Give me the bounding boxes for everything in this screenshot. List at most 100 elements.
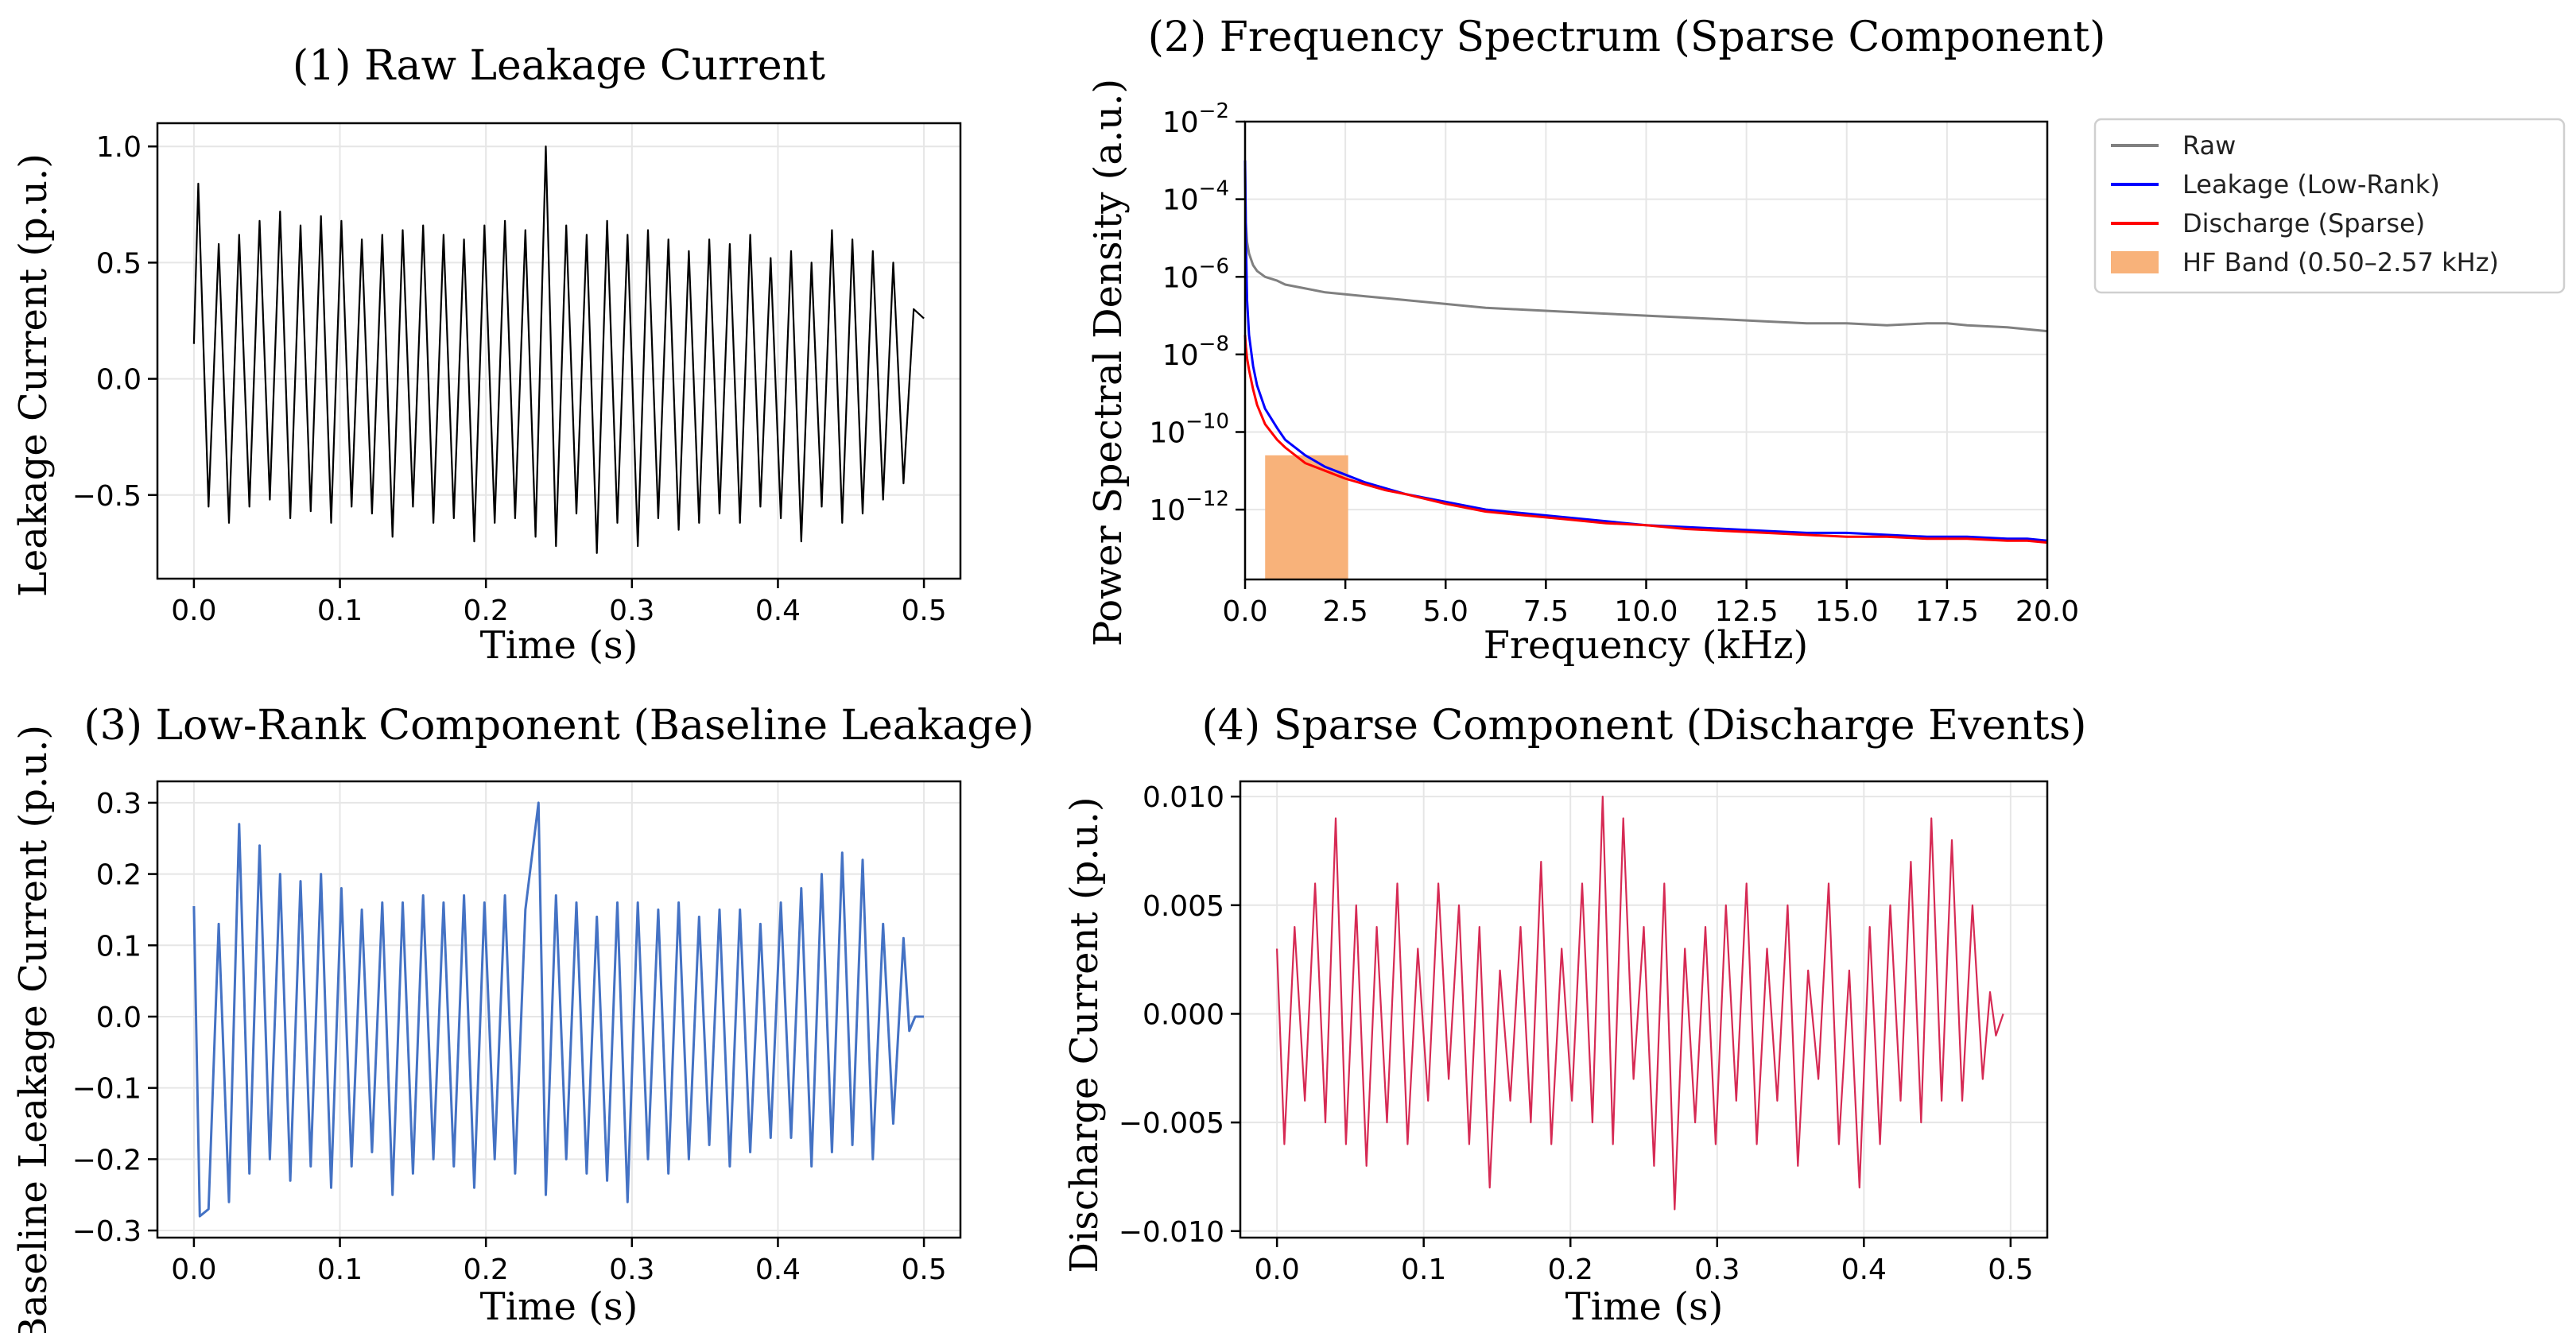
y-tick-label: 0.0 [96,364,142,397]
plot-frame [156,122,962,580]
x-tick-label: 0.0 [171,1254,216,1286]
y-axis-label: Baseline Leakage Current (p.u.) [11,725,56,1333]
y-tick-label: −0.005 [1119,1107,1224,1140]
band-layer [1265,455,1348,579]
legend-label-hf-band: HF Band (0.50–2.57 kHz) [2182,247,2499,277]
chart-title: (1) Raw Leakage Current [293,42,825,90]
x-tick-label: 0.1 [317,595,363,627]
x-tick-label: 20.0 [2015,595,2079,628]
y-tick-exponent: −2 [1199,99,1229,123]
panel-frequency-spectrum: (2) Frequency Spectrum (Sparse Component… [1086,14,2566,668]
legend-swatch-hf-band [2111,251,2159,273]
x-tick-label: 0.4 [1841,1254,1887,1286]
y-tick-label: 0.0 [96,1002,142,1034]
x-tick-label: 12.5 [1715,595,1779,628]
x-tick-label: 5.0 [1423,595,1468,628]
chart-title: (4) Sparse Component (Discharge Events) [1202,702,2087,750]
y-tick-label: 0.3 [96,788,142,820]
x-tick-label: 0.5 [901,1254,946,1286]
x-tick-label: 0.2 [464,595,509,627]
y-tick-label: 10−10 [1149,410,1229,450]
x-tick-label: 17.5 [1915,595,1979,628]
y-axis-label: Power Spectral Density (a.u.) [1086,79,1131,646]
chart-title: (2) Frequency Spectrum (Sparse Component… [1148,14,2106,61]
y-tick-label: 0.010 [1143,781,1224,814]
x-axis-label: Time (s) [1565,1285,1724,1329]
plot-frame [1239,780,2049,1239]
legend: Raw Leakage (Low-Rank) Discharge (Sparse… [2093,118,2566,294]
x-tick-label: 0.2 [1548,1254,1593,1286]
legend-label-raw: Raw [2182,130,2236,161]
y-tick-exponent: −12 [1185,487,1229,511]
x-tick-label: 0.1 [317,1254,363,1286]
legend-box [2093,118,2566,294]
series-line-2 [1243,335,2048,544]
grid [157,781,960,1238]
x-tick-label: 7.5 [1523,595,1569,628]
x-axis-label: Time (s) [480,623,638,668]
x-axis-label: Time (s) [480,1285,638,1329]
y-tick-label: 10−8 [1162,332,1229,372]
plot-frame [156,780,962,1239]
y-tick-exponent: −8 [1199,332,1229,356]
y-axis-label: Discharge Current (p.u.) [1062,796,1107,1273]
y-tick-label: 10−12 [1149,487,1229,527]
series-line-1 [1243,160,2048,542]
x-tick-label: 0.4 [755,595,801,627]
grid [1244,121,2048,579]
ticks: 0.0 0.1 0.2 0.3 0.4 0.5 −0.010 −0.005 0.000 0.005… [1119,781,2034,1286]
chart-title: (3) Low-Rank Component (Baseline Leakage… [83,702,1034,750]
y-tick-label: 10−4 [1162,177,1229,217]
y-tick-label: 0.1 [96,930,142,963]
y-tick-label: 1.0 [96,131,142,164]
x-axis-label: Frequency (kHz) [1484,623,1809,668]
y-axis-label: Leakage Current (p.u.) [11,153,56,597]
x-tick-label: 0.2 [464,1254,509,1286]
x-tick-label: 0.0 [1222,595,1267,628]
y-tick-label: −0.010 [1119,1216,1224,1249]
y-tick-label: 0.2 [96,859,142,892]
x-tick-label: 0.3 [609,595,654,627]
legend-label-discharge: Discharge (Sparse) [2182,208,2425,238]
series-layer [1243,160,2048,544]
x-tick-label: 15.0 [1815,595,1879,628]
x-tick-label: 10.0 [1614,595,1678,628]
y-tick-label: 10−6 [1162,254,1229,294]
y-tick-exponent: −10 [1185,410,1229,434]
y-tick-label: −0.5 [72,480,142,513]
panel-raw-leakage: (1) Raw Leakage Current Time (s) Leakage… [11,42,962,668]
x-tick-label: 0.1 [1401,1254,1446,1286]
panel-low-rank-component: (3) Low-Rank Component (Baseline Leakage… [11,702,1034,1333]
legend-label-leakage: Leakage (Low-Rank) [2182,169,2440,200]
series-line-0 [1276,796,2004,1211]
series-line-0 [192,801,925,1218]
series-layer [192,145,925,554]
x-tick-label: 0.3 [609,1254,654,1286]
ticks: 0.0 0.1 0.2 0.3 0.4 0.5 −0.3 −0.2 −0.1 0.0 0.1 0.2 0… [72,788,947,1286]
y-tick-exponent: −6 [1199,254,1229,278]
x-tick-label: 0.3 [1694,1254,1740,1286]
y-tick-label: 10−2 [1162,99,1229,139]
y-tick-label: 0.000 [1143,998,1224,1031]
x-tick-label: 0.5 [901,595,946,627]
y-tick-exponent: −4 [1199,177,1229,201]
y-tick-label: −0.1 [72,1073,142,1106]
y-tick-label: −0.2 [72,1144,142,1176]
y-tick-label: 0.005 [1143,890,1224,923]
y-tick-label: 0.5 [96,247,142,280]
series-layer [1276,796,2004,1211]
y-tick-label: −0.3 [72,1215,142,1248]
grid [1240,781,2047,1238]
x-tick-label: 0.0 [171,595,216,627]
series-line-0 [192,145,925,554]
x-tick-label: 0.4 [755,1254,801,1286]
x-tick-label: 0.5 [1988,1254,2033,1286]
series-layer [192,801,925,1218]
x-tick-label: 2.5 [1322,595,1368,628]
x-tick-label: 0.0 [1255,1254,1300,1286]
ticks: 0.0 0.1 0.2 0.3 0.4 0.5 −0.5 0.0 0.5 1.0 [72,131,947,627]
panel-sparse-component: (4) Sparse Component (Discharge Events) … [1062,702,2086,1329]
hf-band-area [1265,455,1348,579]
series-line-0 [1243,168,2048,333]
